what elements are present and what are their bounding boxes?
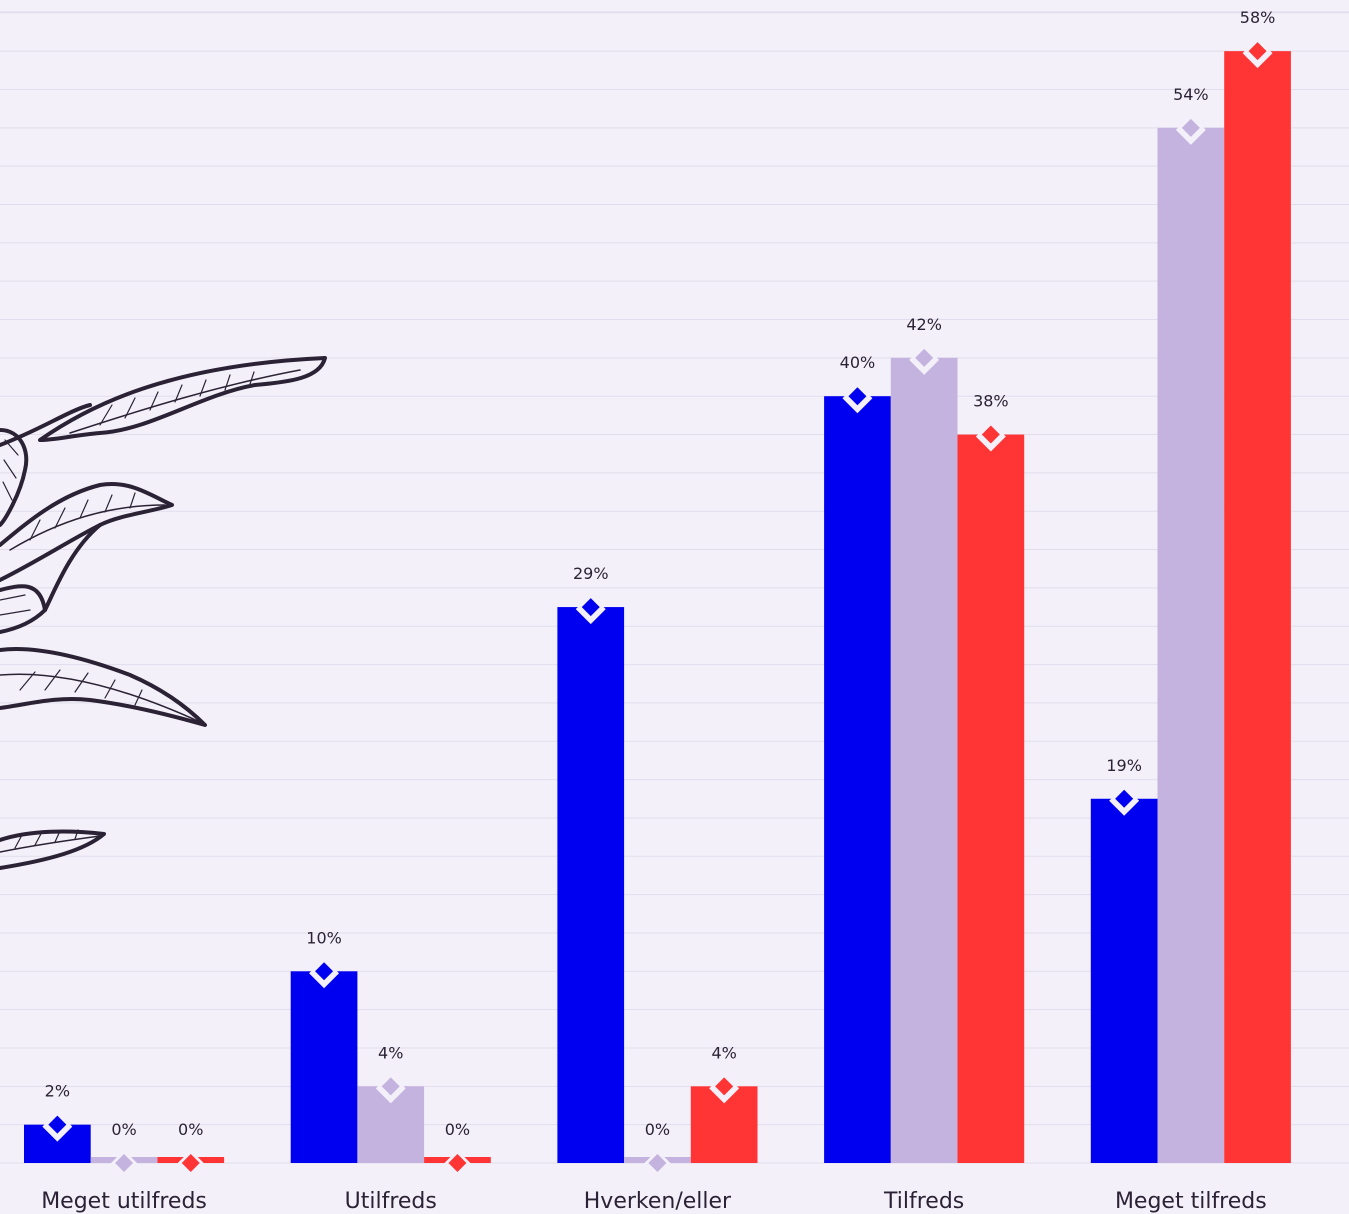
- category-label: Utilfreds: [345, 1189, 437, 1214]
- value-marker: [115, 1154, 134, 1172]
- category-labels: Meget utilfreds Utilfreds Hverken/eller Til…: [41, 1189, 1267, 1214]
- value-marker: [648, 1154, 667, 1172]
- value-marker: [381, 1077, 400, 1096]
- value-marker: [448, 1154, 467, 1172]
- value-label: 0%: [645, 1120, 670, 1139]
- bar-2-3: [890, 357, 958, 1163]
- value-labels: 2% 0% 0% 10% 4% 0% 29% 0% 4% 40% 42% 38% 19% 54% 58%: [45, 8, 1276, 1139]
- value-label: 0%: [178, 1120, 203, 1139]
- value-label: 54%: [1173, 85, 1209, 104]
- value-label: 0%: [445, 1120, 470, 1139]
- bar-1-3: [824, 396, 891, 1163]
- value-marker: [181, 1154, 200, 1172]
- bars: [24, 51, 1291, 1164]
- value-marker: [715, 1077, 734, 1096]
- bar-1-4: [1090, 798, 1158, 1163]
- value-label: 58%: [1240, 8, 1276, 27]
- value-label: 4%: [711, 1043, 736, 1062]
- value-label: 42%: [906, 315, 942, 334]
- grid-lines: [0, 11, 1349, 1164]
- value-label: 0%: [111, 1120, 136, 1139]
- value-label: 29%: [573, 564, 609, 583]
- bar-1-2: [557, 607, 625, 1163]
- value-label: 2%: [45, 1082, 70, 1101]
- bar-1-1: [290, 971, 358, 1163]
- category-label: Tilfreds: [883, 1189, 964, 1214]
- value-label: 4%: [378, 1043, 403, 1062]
- value-marker: [315, 962, 334, 981]
- bar-3-3: [957, 434, 1025, 1163]
- value-marker: [48, 1115, 67, 1134]
- value-marker: [1248, 42, 1267, 61]
- category-label: Hverken/eller: [584, 1189, 732, 1214]
- value-marker: [981, 425, 1000, 444]
- category-label: Meget utilfreds: [41, 1189, 207, 1214]
- value-label: 10%: [306, 928, 342, 947]
- value-label: 40%: [840, 353, 876, 372]
- bar-2-4: [1157, 127, 1225, 1164]
- value-label: 19%: [1106, 756, 1142, 775]
- value-marker: [915, 348, 934, 367]
- bar-3-4: [1224, 51, 1291, 1163]
- category-label: Meget tilfreds: [1115, 1189, 1267, 1214]
- leaf-illustration: [0, 356, 327, 870]
- value-marker: [1181, 118, 1200, 137]
- value-marker: [581, 598, 600, 617]
- value-marker: [848, 387, 867, 406]
- value-markers: [42, 38, 1273, 1180]
- value-label: 38%: [973, 392, 1009, 411]
- value-marker: [1115, 789, 1134, 808]
